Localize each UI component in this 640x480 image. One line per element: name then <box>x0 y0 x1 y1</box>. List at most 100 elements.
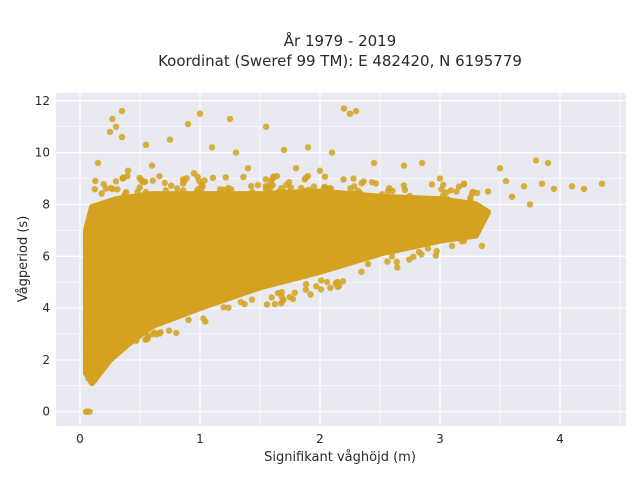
data-point <box>185 316 192 324</box>
data-point <box>244 165 252 172</box>
data-point <box>291 289 298 296</box>
y-tick-label: 6 <box>42 249 50 263</box>
data-point <box>82 369 90 377</box>
data-point <box>425 200 433 207</box>
data-point <box>406 256 413 263</box>
data-point <box>149 177 156 184</box>
y-tick-label: 4 <box>42 301 50 315</box>
data-point <box>161 179 168 187</box>
data-point <box>508 193 516 200</box>
data-point <box>225 304 232 311</box>
data-point <box>417 197 424 204</box>
data-point <box>117 342 125 349</box>
data-point <box>84 330 91 338</box>
data-point <box>91 186 99 193</box>
data-point <box>502 177 510 185</box>
data-point <box>173 329 180 337</box>
data-point <box>287 184 295 191</box>
data-point <box>334 283 341 290</box>
data-point <box>168 182 175 189</box>
data-point <box>428 181 436 188</box>
data-point <box>109 185 116 193</box>
data-point <box>112 340 120 347</box>
data-point <box>142 188 150 196</box>
data-point <box>347 185 354 192</box>
data-point <box>544 159 552 167</box>
data-point <box>88 361 96 369</box>
data-point <box>313 283 320 290</box>
data-point <box>406 192 413 200</box>
data-point <box>165 327 173 334</box>
data-point <box>156 173 163 180</box>
data-point <box>401 186 409 193</box>
data-point <box>114 186 121 193</box>
data-point <box>112 178 120 185</box>
data-point <box>271 300 278 308</box>
data-point <box>209 174 217 181</box>
data-point <box>86 343 93 351</box>
x-tick-label: 4 <box>556 432 564 446</box>
data-point <box>241 300 248 308</box>
chart-title-line1: År 1979 - 2019 <box>284 31 397 50</box>
data-point <box>292 165 300 172</box>
x-tick-label: 1 <box>196 432 204 446</box>
data-point <box>263 191 270 199</box>
data-point <box>208 144 216 151</box>
data-point <box>180 187 187 194</box>
data-point <box>136 184 143 191</box>
x-axis-label: Signifikant våghöjd (m) <box>264 450 416 465</box>
data-point <box>340 105 348 112</box>
chart-title-line2: Koordinat (Sweref 99 TM): E 482420, N 61… <box>158 52 522 70</box>
data-point <box>278 288 285 296</box>
data-point <box>196 110 204 117</box>
data-point <box>84 408 91 415</box>
data-point <box>448 242 456 250</box>
data-point <box>248 296 256 303</box>
data-point <box>198 186 205 193</box>
data-point <box>326 185 333 192</box>
data-point <box>335 191 343 199</box>
data-point <box>268 294 275 301</box>
data-point <box>372 180 380 187</box>
data-point <box>436 175 444 182</box>
data-point <box>122 189 130 196</box>
data-point <box>520 183 528 190</box>
x-tick-label: 0 <box>76 432 84 446</box>
data-point <box>433 247 440 255</box>
data-point <box>118 107 126 115</box>
data-point <box>445 199 452 206</box>
data-point <box>394 264 401 271</box>
data-point <box>243 192 250 200</box>
data-point <box>460 237 468 244</box>
data-point <box>262 176 269 183</box>
data-point <box>453 188 460 195</box>
data-point <box>418 159 426 167</box>
data-point <box>568 183 576 190</box>
data-point <box>328 149 336 156</box>
data-point <box>598 180 606 187</box>
data-point <box>232 149 240 156</box>
data-point <box>304 172 312 180</box>
y-tick-label: 10 <box>35 146 50 160</box>
data-point <box>538 180 546 187</box>
data-point <box>316 167 324 174</box>
data-point <box>133 337 140 344</box>
data-point <box>98 190 105 197</box>
data-point <box>478 242 486 250</box>
data-point <box>418 251 425 258</box>
data-point <box>119 175 126 182</box>
data-point <box>323 278 331 286</box>
data-point <box>388 253 396 260</box>
data-point <box>118 133 126 141</box>
data-point <box>356 190 364 197</box>
data-point <box>269 182 276 189</box>
data-point <box>141 178 148 186</box>
data-point <box>190 170 198 177</box>
x-tick-label: 3 <box>436 432 444 446</box>
data-point <box>526 201 534 208</box>
data-point <box>304 144 312 151</box>
dense-cloud <box>83 188 491 387</box>
data-point <box>358 268 365 275</box>
data-point <box>262 123 270 130</box>
data-point <box>327 284 334 291</box>
